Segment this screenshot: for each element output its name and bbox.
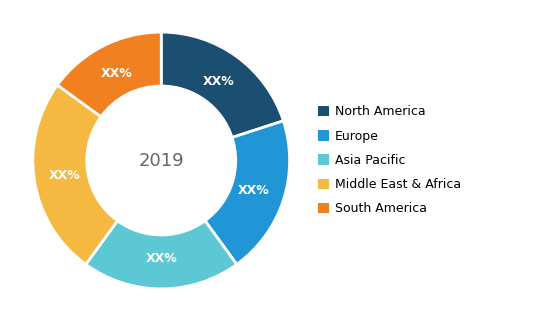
- Text: XX%: XX%: [238, 184, 270, 197]
- Legend: North America, Europe, Asia Pacific, Middle East & Africa, South America: North America, Europe, Asia Pacific, Mid…: [317, 106, 461, 215]
- Text: XX%: XX%: [203, 75, 235, 88]
- Wedge shape: [33, 85, 117, 265]
- Wedge shape: [161, 32, 284, 137]
- Wedge shape: [205, 121, 290, 265]
- Wedge shape: [57, 32, 161, 117]
- Text: XX%: XX%: [145, 252, 177, 265]
- Text: XX%: XX%: [101, 67, 133, 80]
- Wedge shape: [86, 221, 237, 289]
- Text: 2019: 2019: [138, 152, 184, 169]
- Text: XX%: XX%: [49, 169, 81, 182]
